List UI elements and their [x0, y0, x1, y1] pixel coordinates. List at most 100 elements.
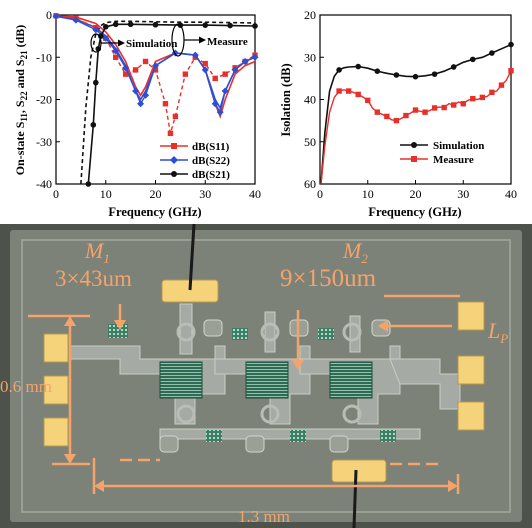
m1-size-label: 3×43um	[55, 266, 132, 291]
isolation-measure-point	[431, 105, 438, 111]
s22-measure-line-point	[191, 51, 199, 59]
legend-s22-label: dB(S22)	[192, 155, 230, 167]
simulation-arrowhead	[118, 39, 125, 47]
s11-measure-line-point	[222, 71, 228, 77]
s22-measure-line-point	[231, 66, 239, 74]
charts-panel: 0 10 20 30 40 0 -10 -20 -30 -40 Frequency (GHz) O…	[13, 8, 517, 219]
width-label: 1.3 mm	[238, 507, 290, 526]
isolation-x-axis-label: Frequency (GHz)	[368, 205, 461, 219]
s11-measure-line-point	[142, 58, 149, 65]
s11-measure-line-point	[152, 67, 159, 73]
isolation-measure-point	[374, 109, 380, 115]
isolation-measure-point	[345, 88, 352, 94]
s21-measure-line-point	[127, 21, 134, 28]
legend-measure-label: Measure	[433, 154, 474, 166]
s22-measure-line-point	[102, 34, 110, 42]
s-parameter-y-tick-label: -20	[36, 93, 52, 107]
transistor-array-1	[159, 361, 203, 399]
isolation-y-tick-label: 30	[304, 50, 316, 64]
s22-measure-line-point	[52, 12, 60, 20]
s22-measure-line-point	[241, 57, 249, 65]
s22-measure-line-point	[122, 64, 130, 72]
s-parameter-x-tick-label: 40	[249, 187, 261, 201]
chip-labels: M1 3×43um M2 9×150um LP 0.6 mm 1.3 mm	[0, 238, 508, 526]
s22-measure-line-point	[251, 53, 259, 61]
bond-pads	[43, 279, 485, 483]
transistor-array-3	[329, 361, 373, 399]
isolation-measure-point	[508, 68, 514, 74]
s22-measure-line-point	[137, 100, 145, 108]
s21-measure-line-point	[102, 24, 109, 30]
isolation-simulation-point	[489, 50, 495, 56]
legend-s21-label: dB(S21)	[192, 169, 230, 181]
s22-measure-line-point	[216, 108, 224, 116]
isolation-simulation-point	[374, 68, 381, 74]
isolation-y-tick-label: 60	[304, 177, 316, 191]
legend-measure-marker	[411, 156, 417, 162]
isolation-simulation-point	[470, 56, 476, 63]
measure-annotation: Measure	[207, 36, 248, 48]
s11-measure-line-point	[167, 130, 174, 136]
isolation-ticks: 0 10 20 30 40 20 30 40 50 60	[304, 8, 517, 201]
s-parameter-y-tick-label: -10	[36, 50, 52, 64]
transistor-array-2	[245, 361, 289, 399]
s21-measure-line-point	[112, 21, 119, 28]
isolation-y-tick-label: 20	[304, 8, 316, 22]
isolation-simulation-point	[355, 63, 362, 70]
isolation-simulation-line	[320, 43, 512, 185]
s-parameter-x-tick-label: 0	[53, 187, 59, 201]
s11-measure-line-point	[122, 71, 129, 77]
measure-arrowhead	[199, 36, 206, 44]
s21-measure-line-point	[152, 21, 159, 28]
s-parameter-ticks: 0 10 20 30 40 0 -10 -20 -30 -40	[36, 8, 261, 201]
legend-s11-label: dB(S11)	[192, 141, 230, 153]
s21-measure-line-point	[252, 23, 258, 29]
m2-size-label: 9×150um	[280, 265, 377, 292]
isolation-y-tick-label: 40	[304, 93, 316, 107]
isolation-simulation-point	[412, 73, 419, 80]
isolation-x-tick-label: 10	[362, 187, 374, 201]
s22-measure-line-point	[92, 26, 100, 34]
height-label: 0.6 mm	[0, 377, 52, 396]
s-parameter-y-tick-label: -40	[36, 177, 52, 191]
s21-measure-line-point	[202, 22, 209, 28]
s-parameter-y-tick-label: 0	[46, 8, 52, 22]
isolation-measure-point	[441, 104, 447, 111]
s-parameter-series	[52, 12, 259, 187]
isolation-measure-point	[355, 91, 361, 98]
s-parameter-chart: 0 10 20 30 40 0 -10 -20 -30 -40 Frequency (GHz) O…	[13, 8, 261, 219]
m1-label: M1	[84, 238, 110, 266]
die-inner-frame	[21, 239, 511, 513]
legend-s21-marker	[171, 171, 177, 177]
s11-measure-line-point	[212, 75, 218, 82]
s22-measure-line-point	[201, 66, 209, 74]
probe-needles	[188, 224, 358, 528]
isolation-measure-point	[336, 88, 342, 94]
s22-measure-line-point	[152, 62, 159, 70]
lp-label: LP	[487, 318, 508, 346]
isolation-measure-point	[460, 101, 466, 107]
isolation-simulation-point	[450, 64, 457, 70]
s22-measure-line-point	[132, 87, 140, 95]
s-parameter-x-tick-label: 10	[100, 187, 112, 201]
legend-simulation-marker	[411, 142, 417, 148]
isolation-measure-point	[479, 94, 486, 101]
isolation-x-tick-label: 20	[410, 187, 422, 201]
s22-measure-line-point	[72, 16, 80, 24]
isolation-measure-point	[412, 107, 419, 113]
s11-simulation-line	[55, 15, 256, 119]
isolation-measure-point	[393, 117, 400, 124]
s22-measure-line-point	[112, 47, 120, 55]
isolation-measure-point	[489, 89, 495, 96]
isolation-chart: 0 10 20 30 40 20 30 40 50 60 Frequency (GHz) Isol…	[279, 8, 517, 219]
simulation-annotation: Simulation	[126, 38, 177, 50]
isolation-measure-point	[498, 82, 505, 88]
isolation-measure-point	[470, 95, 476, 102]
annotation-lines	[28, 294, 460, 494]
inductors	[176, 322, 362, 424]
isolation-simulation-point	[336, 67, 342, 73]
s21-simulation-line	[80, 20, 256, 185]
isolation-measure-line	[320, 70, 512, 185]
isolation-legend: Simulation Measure	[400, 140, 484, 166]
s-parameter-x-axis-label: Frequency (GHz)	[108, 205, 201, 219]
